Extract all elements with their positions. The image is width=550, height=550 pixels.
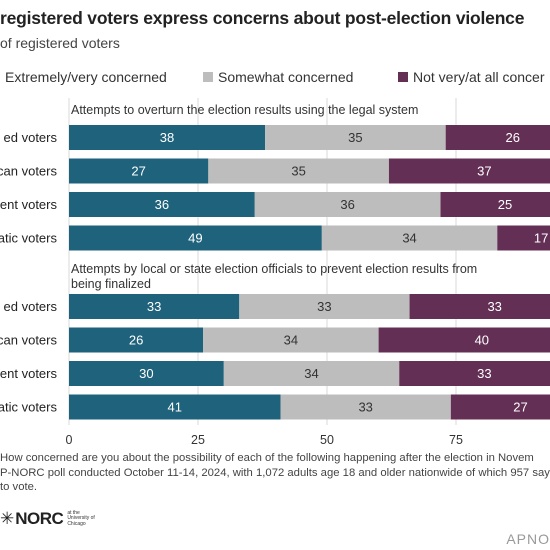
bar-segment [321, 225, 498, 251]
bar-segment [69, 394, 281, 420]
row-label: can voters [0, 333, 57, 348]
data-label: 34 [402, 231, 416, 246]
row-label: atic voters [0, 400, 57, 415]
source-mark: APNO [506, 531, 550, 547]
group-title: Attempts to overturn the election result… [71, 103, 418, 117]
data-label: 26 [129, 333, 143, 348]
row-label: ed voters [4, 130, 58, 145]
legend-label: Not very/at all concer [413, 69, 545, 85]
data-label: 33 [487, 299, 501, 314]
data-label: 25 [498, 197, 512, 212]
norc-wordmark: NORC [15, 509, 64, 528]
x-tick-label: 75 [449, 433, 463, 447]
bar-segment [223, 361, 400, 386]
bar-segment [69, 192, 255, 217]
note-line: How concerned are you about the possibil… [0, 452, 534, 464]
bar-segment [445, 125, 550, 150]
bar-segment [265, 125, 446, 150]
x-tick-label: 0 [66, 433, 73, 447]
data-label: 40 [475, 333, 489, 348]
bar-segment [399, 361, 550, 386]
chart-subtitle: of registered voters [0, 35, 120, 51]
note-line: P-NORC poll conducted October 11-14, 202… [0, 466, 550, 479]
stacked-bar-chart: Attempts to overturn the election result… [0, 98, 550, 447]
group-title: being finalized [71, 277, 151, 291]
bar-segment [378, 327, 550, 353]
legend-label: Extremely/very concerned [5, 69, 167, 85]
bar-segment [440, 192, 550, 217]
row-label: ent voters [0, 366, 57, 381]
data-label: 33 [317, 299, 331, 314]
bar-segment [497, 225, 550, 251]
note-line: to vote. [0, 481, 38, 493]
row-label: ent voters [0, 197, 57, 212]
x-tick-label: 25 [191, 433, 205, 447]
data-label: 34 [284, 333, 298, 348]
data-label: 36 [155, 197, 169, 212]
bar-segment [239, 294, 410, 319]
data-label: 17 [534, 231, 548, 246]
data-label: 30 [139, 366, 153, 381]
row-label: ed voters [4, 299, 58, 314]
row-label: can voters [0, 164, 57, 179]
chart-title: registered voters express concerns about… [0, 8, 525, 28]
data-label: 26 [506, 130, 520, 145]
data-label: 33 [477, 366, 491, 381]
bar-segment [69, 327, 204, 353]
bar-segment [450, 394, 550, 420]
data-label: 49 [188, 231, 202, 246]
bar-segment [409, 294, 550, 319]
data-label: 27 [131, 164, 145, 179]
data-label: 33 [358, 400, 372, 415]
bar-segment [69, 225, 322, 251]
data-label: 33 [147, 299, 161, 314]
data-label: 37 [477, 164, 491, 179]
legend-item: Somewhat concerned [203, 69, 353, 85]
bar-segment [69, 361, 224, 386]
bar-segment [254, 192, 441, 217]
legend-item: Extremely/very concerned [0, 69, 167, 85]
bar-segment [69, 125, 266, 150]
data-label: 35 [291, 164, 305, 179]
legend-swatch [203, 72, 213, 82]
data-label: 34 [304, 366, 318, 381]
norc-tagline: at the University of Chicago [67, 509, 95, 527]
norc-logo: ✳ NORC at the University of Chicago [0, 509, 101, 529]
bar-segment [280, 394, 451, 420]
data-label: 27 [513, 400, 527, 415]
bar-segment [388, 158, 550, 184]
bar-segment [203, 327, 379, 353]
data-label: 41 [168, 400, 182, 415]
legend-item: Not very/at all concer [398, 69, 545, 85]
data-label: 36 [340, 197, 354, 212]
x-tick-label: 50 [320, 433, 334, 447]
data-label: 38 [160, 130, 174, 145]
bar-segment [208, 158, 389, 184]
row-label: atic voters [0, 231, 57, 246]
data-label: 35 [348, 130, 362, 145]
legend: Extremely/very concerned Somewhat concer… [0, 69, 550, 87]
chart-note: How concerned are you about the possibil… [0, 451, 550, 495]
legend-swatch [398, 72, 408, 82]
group-title: Attempts by local or state election offi… [71, 262, 477, 276]
norc-star-icon: ✳ [0, 509, 15, 528]
bar-segment [69, 294, 240, 319]
bar-segment [69, 158, 209, 184]
legend-label: Somewhat concerned [218, 69, 354, 85]
